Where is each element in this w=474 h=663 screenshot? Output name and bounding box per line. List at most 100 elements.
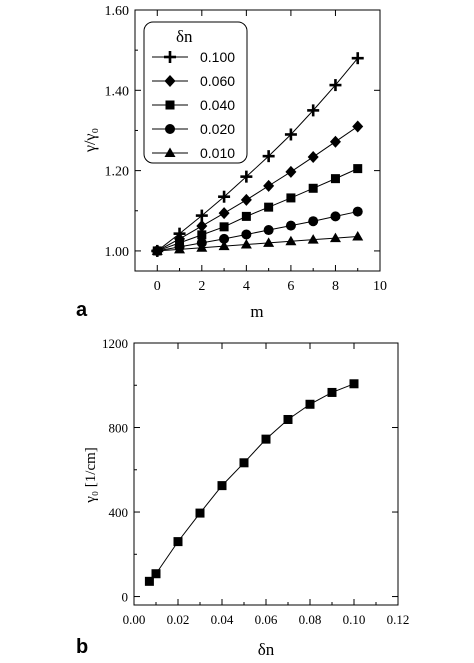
point-0.010-3 [218, 240, 230, 251]
point-0.040-3 [219, 222, 229, 232]
point-0.060-9 [352, 120, 364, 133]
b-point-7 [283, 414, 293, 424]
point-0.060-8 [329, 135, 341, 148]
point-0.040-4 [241, 211, 251, 221]
panel-a-x-axis-label: m [250, 302, 263, 321]
panel-a-ticks: 0 2 4 6 8 10 1.00 1.20 1.40 1.60 [105, 4, 388, 294]
point-0.040-7 [308, 183, 318, 193]
point-0.040-2 [197, 230, 207, 240]
point-0.040-9 [353, 164, 363, 174]
point-0.040-6 [286, 193, 296, 203]
legend-item-0.100: 0.100 [152, 49, 235, 65]
panel-b-label: b [76, 636, 88, 658]
x-tick-label-5: 10 [373, 279, 387, 294]
series-line-0.060 [157, 126, 359, 252]
b-series-line [149, 383, 355, 582]
x-tick-label-1: 2 [198, 279, 205, 294]
point-0.100-4 [240, 170, 253, 183]
b-point-6 [261, 434, 271, 444]
legend-item-0.040: 0.040 [152, 97, 235, 113]
b-point-0 [144, 576, 154, 586]
point-0.060-7 [307, 150, 319, 163]
series-line-0.040 [157, 168, 358, 252]
panel-a-y-axis-label: γ/γ₀ [82, 128, 99, 153]
point-0.010-5 [263, 237, 275, 247]
legend-marker-0.100 [164, 51, 176, 63]
legend-marker-0.020 [165, 124, 175, 134]
b-point-8 [305, 399, 315, 409]
panel-a-legend: δn 0.100 0.060 0.040 0.020 0.010 [143, 21, 248, 164]
legend-item-0.060: 0.060 [152, 73, 235, 89]
b-point-5 [239, 458, 249, 468]
legend-item-0.010: 0.010 [152, 145, 235, 161]
legend-marker-0.040 [165, 100, 175, 110]
y-tick-label-1: 1.20 [105, 165, 130, 180]
panel-b-series [144, 379, 359, 586]
point-0.020-3 [219, 233, 230, 244]
b-y-tick-label-3: 1200 [102, 336, 128, 351]
legend-title: δn [176, 27, 193, 46]
b-y-tick-label-0: 0 [122, 590, 129, 605]
point-0.010-6 [285, 235, 297, 246]
point-0.060-4 [240, 193, 252, 206]
point-0.100-3 [218, 190, 231, 203]
y-tick-label-0: 1.00 [105, 245, 130, 260]
b-x-tick-label-1: 0.02 [167, 612, 190, 627]
point-0.100-6 [284, 128, 297, 141]
legend-box [143, 21, 248, 164]
b-x-tick-label-0: 0.00 [123, 612, 146, 627]
b-x-tick-label-5: 0.10 [343, 612, 366, 627]
legend-label-0.100: 0.100 [200, 49, 235, 65]
x-tick-label-4: 8 [332, 279, 339, 294]
legend-marker-0.060 [164, 75, 176, 87]
point-0.010-2 [196, 242, 208, 252]
legend-items: 0.100 0.060 0.040 0.020 0.010 [152, 49, 235, 161]
series-line-0.020 [157, 211, 358, 252]
b-point-10 [349, 379, 359, 389]
y-tick-label-3: 1.60 [105, 4, 130, 19]
point-0.100-5 [262, 150, 275, 163]
series-line-0.100 [156, 57, 359, 252]
legend-item-0.020: 0.020 [152, 121, 235, 137]
point-0.010-9 [352, 230, 364, 241]
y-tick-label-2: 1.40 [105, 84, 130, 99]
point-0.060-5 [263, 179, 275, 192]
series-line-0.010 [157, 235, 358, 252]
panel-a-series [151, 52, 364, 257]
point-0.040-5 [264, 202, 274, 212]
point-0.100-9 [351, 52, 364, 65]
point-0.100-2 [195, 209, 208, 222]
x-tick-label-2: 4 [243, 279, 250, 294]
point-0.010-4 [240, 238, 252, 249]
x-tick-label-0: 0 [154, 279, 161, 294]
point-0.010-7 [307, 234, 319, 244]
panel-a-plot-frame [134, 9, 381, 272]
panel-a-chart: 0 2 4 6 8 10 1.00 1.20 1.40 1.60 δn 0.100 0.060 0.0… [76, 4, 387, 321]
point-0.060-6 [285, 165, 297, 178]
legend-label-0.010: 0.010 [200, 145, 235, 161]
point-0.020-7 [308, 216, 319, 227]
b-x-tick-label-6: 0.12 [387, 612, 410, 627]
b-point-2 [173, 537, 183, 547]
b-point-3 [195, 508, 205, 518]
legend-label-0.020: 0.020 [200, 121, 235, 137]
panel-b-ticks: 0.00 0.02 0.04 0.06 0.08 0.10 0.12 0 400 800 1200 [102, 336, 409, 627]
point-0.020-8 [330, 211, 341, 222]
point-0.020-5 [263, 225, 274, 236]
point-0.100-8 [329, 79, 342, 92]
point-0.100-7 [307, 104, 320, 117]
b-y-tick-label-1: 400 [109, 505, 129, 520]
legend-marker-0.010 [164, 147, 176, 157]
x-tick-label-3: 6 [287, 279, 294, 294]
b-x-tick-label-4: 0.08 [299, 612, 322, 627]
point-0.010-0 [151, 245, 163, 255]
point-0.010-1 [174, 243, 186, 254]
b-x-tick-label-2: 0.04 [211, 612, 234, 627]
b-y-tick-label-2: 800 [109, 421, 129, 436]
panel-b-chart: 0.00 0.02 0.04 0.06 0.08 0.10 0.1204008001200 … [76, 336, 409, 659]
series-0.010 [151, 230, 364, 255]
legend-label-0.040: 0.040 [200, 97, 235, 113]
b-point-1 [151, 569, 161, 579]
panel-b-x-axis-label: δn [258, 640, 275, 659]
point-0.040-8 [330, 174, 340, 184]
